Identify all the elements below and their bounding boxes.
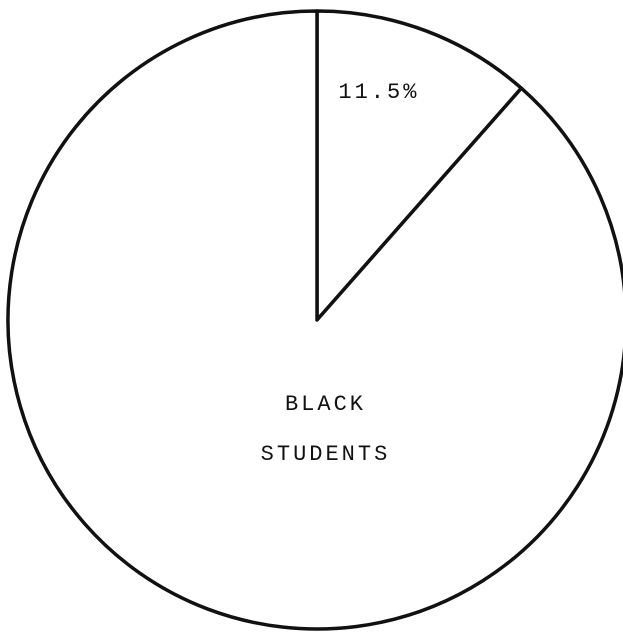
slice-value-label: 11.5% — [338, 80, 420, 106]
pie-slice — [6, 9, 623, 631]
pie-slice — [315, 9, 524, 322]
slice-label: BLACK STUDENTS — [260, 391, 391, 467]
